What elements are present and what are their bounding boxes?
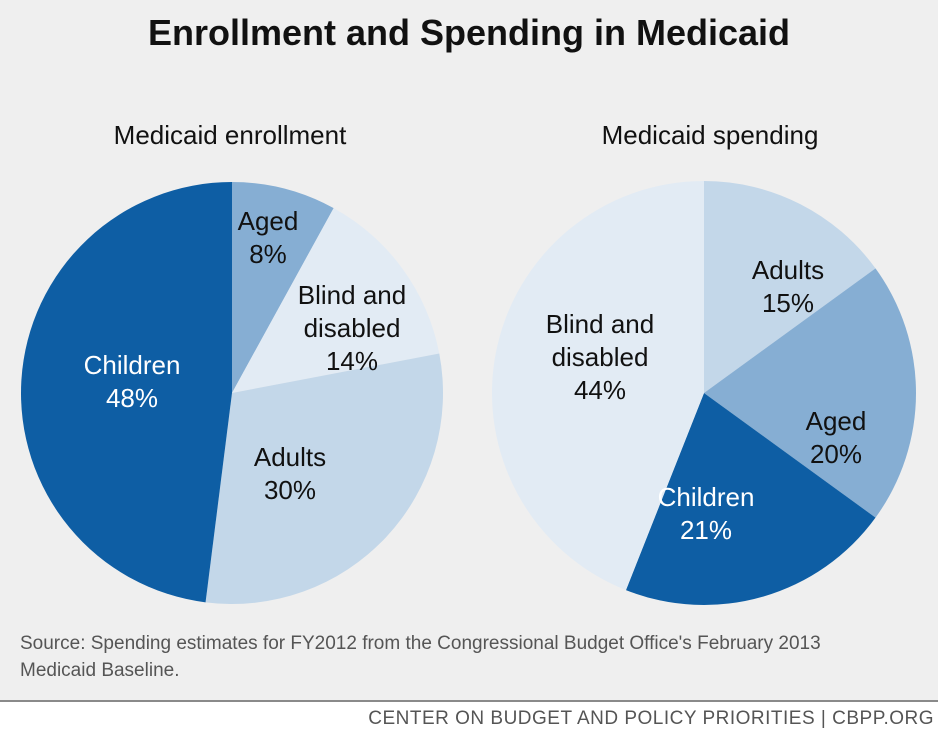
spending-slice-adults — [704, 181, 876, 393]
enrollment-pie-title: Medicaid enrollment — [113, 120, 347, 150]
enrollment-label-aged: Aged 8% — [238, 206, 299, 269]
chart-title: Enrollment and Spending in Medicaid — [147, 12, 791, 53]
enrollment-label-adults: Adults 30% — [254, 442, 326, 505]
enrollment-slice-aged — [232, 182, 334, 393]
spending-label-adults: Adults 15% — [752, 255, 824, 318]
enrollment-label-children: Children 48% — [84, 350, 181, 413]
source-note: Source: Spending estimates for FY2012 fr… — [20, 633, 821, 681]
pie-charts: Aged 8% Blind and disabled 14% Adults 30% Child… — [21, 181, 916, 605]
spending-pie: Adults 15% Aged 20% Children 21% Blind and disa… — [492, 181, 916, 605]
spending-label-blind-and-disabled: Blind and disabled 44% — [546, 309, 654, 405]
spending-label-children: Children 21% — [658, 482, 755, 545]
footer-credit: CENTER ON BUDGET AND POLICY PRIORITIES |… — [368, 708, 934, 729]
enrollment-label-blind-and-disabled: Blind and disabled 14% — [298, 280, 406, 376]
chart-frame: Enrollment and Spending in Medicaid Medi… — [0, 0, 938, 700]
enrollment-slice-adults — [205, 353, 443, 604]
spending-slice-aged — [704, 268, 916, 518]
spending-slice-children — [625, 393, 876, 605]
spending-label-aged: Aged 20% — [806, 406, 867, 469]
enrollment-pie: Aged 8% Blind and disabled 14% Adults 30% Child… — [21, 182, 443, 604]
enrollment-slice-blind-and-disabled — [232, 208, 440, 393]
footer-divider — [0, 700, 938, 702]
spending-slice-blind-and-disabled — [492, 181, 704, 591]
spending-pie-title: Medicaid spending — [601, 120, 819, 150]
enrollment-slice-children — [21, 182, 232, 603]
